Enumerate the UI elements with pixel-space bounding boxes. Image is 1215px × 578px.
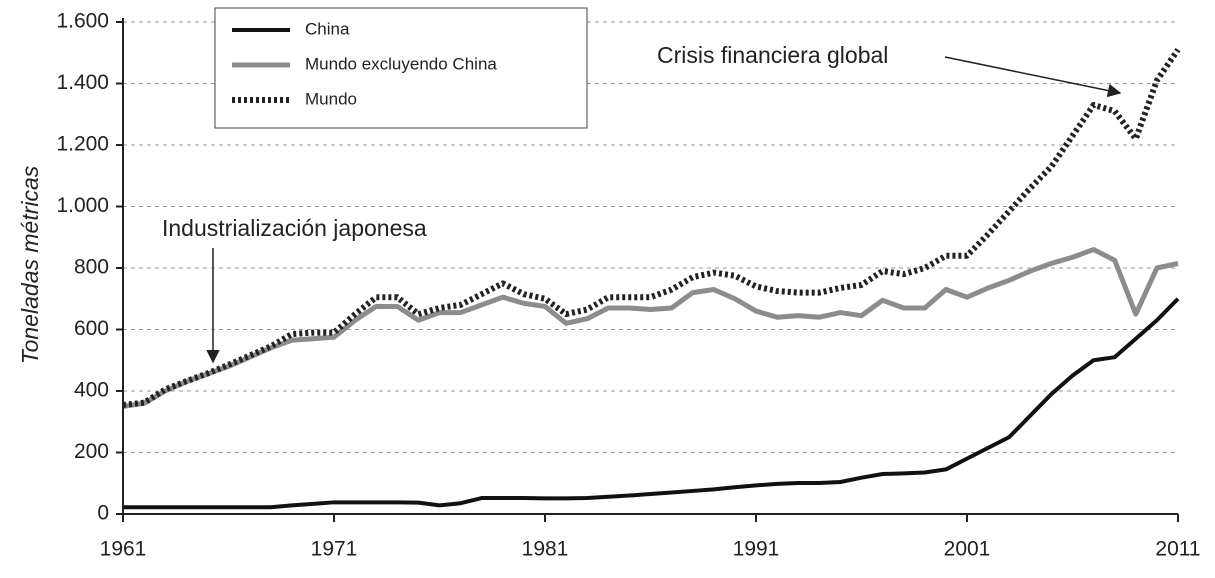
legend-label: China xyxy=(305,19,350,38)
y-tick-label: 1.600 xyxy=(56,10,109,33)
y-tick-label: 600 xyxy=(74,317,109,340)
y-tick-label: 1.200 xyxy=(56,133,109,156)
x-tick-label: 1971 xyxy=(311,538,358,561)
x-tick-label: 2011 xyxy=(1155,538,1200,561)
x-tick-label: 1981 xyxy=(522,538,569,561)
legend-label: Mundo excluyendo China xyxy=(305,54,497,73)
x-tick-label: 1961 xyxy=(100,538,147,561)
legend-label: Mundo xyxy=(305,89,357,108)
y-tick-label: 1.000 xyxy=(56,194,109,217)
series-line xyxy=(123,297,1180,510)
y-tick-label: 200 xyxy=(74,440,109,463)
annotation-arrow xyxy=(944,56,1122,98)
legend: China Mundo excluyendo China Mundo xyxy=(232,19,497,108)
y-tick-label: 0 xyxy=(97,502,109,525)
lines xyxy=(122,47,1181,510)
y-axis-label: Toneladas métricas xyxy=(17,165,43,364)
x-tick-label: 1991 xyxy=(733,538,780,561)
series-line xyxy=(122,247,1179,409)
y-tick-label: 400 xyxy=(74,379,109,402)
x-tick-label: 2001 xyxy=(944,538,991,561)
y-tick-label: 1.400 xyxy=(56,71,109,94)
annotation: Crisis financiera global xyxy=(657,42,888,68)
annotation: Industrialización japonesa xyxy=(162,215,427,241)
y-tick-label: 800 xyxy=(74,256,109,279)
